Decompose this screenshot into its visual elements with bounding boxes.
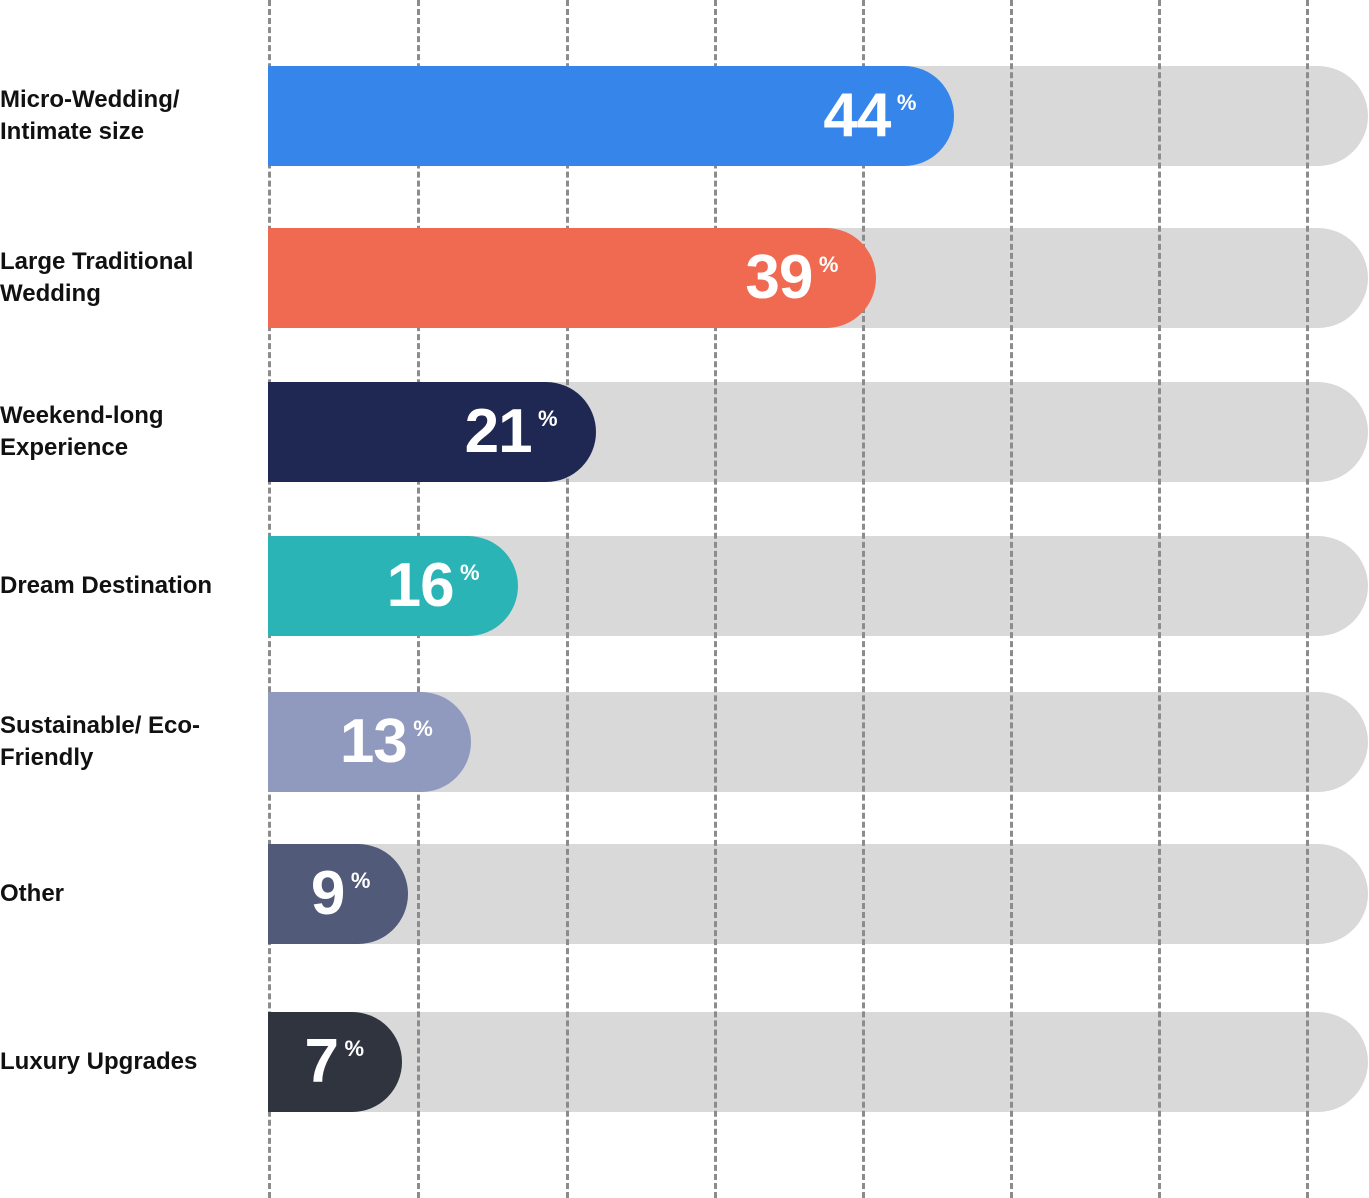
gridline	[714, 0, 717, 1198]
gridline	[1158, 0, 1161, 1198]
percent-sign: %	[344, 1036, 364, 1061]
percent-sign: %	[460, 560, 480, 585]
value-label: 7	[304, 1027, 339, 1096]
category-label: Weekend-long Experience	[0, 402, 164, 461]
value-label: 21	[464, 397, 533, 466]
bar: 13%	[268, 692, 471, 792]
bar: 16%	[268, 536, 518, 636]
value-label: 9	[310, 859, 345, 928]
value-label: 39	[745, 243, 813, 312]
percent-sign: %	[413, 716, 433, 741]
category-label: Dream Destination	[0, 572, 213, 599]
percent-sign: %	[896, 90, 917, 115]
category-label: Sustainable/ Eco-Friendly	[0, 712, 201, 771]
percent-sign: %	[818, 252, 839, 277]
value-label: 13	[339, 707, 408, 776]
bar: 21%	[268, 382, 596, 482]
bar-track	[268, 844, 1368, 944]
bar: 44%	[268, 66, 955, 166]
bar: 7%	[268, 1012, 402, 1112]
gridline	[1306, 0, 1309, 1198]
category-label: Luxury Upgrades	[0, 1048, 198, 1075]
percent-sign: %	[538, 406, 558, 431]
category-label: Micro-Wedding/ Intimate size	[0, 86, 180, 145]
bar: 39%	[268, 228, 877, 328]
bar-track	[268, 1012, 1368, 1112]
bar: 9%	[268, 844, 409, 944]
value-label: 44	[823, 81, 891, 150]
gridline	[862, 0, 865, 1198]
value-label: 16	[386, 551, 455, 620]
category-label: Large Traditional Wedding	[0, 248, 194, 307]
gridline	[566, 0, 569, 1198]
gridline	[1010, 0, 1013, 1198]
percent-sign: %	[350, 868, 371, 893]
category-label: Other	[0, 880, 65, 907]
